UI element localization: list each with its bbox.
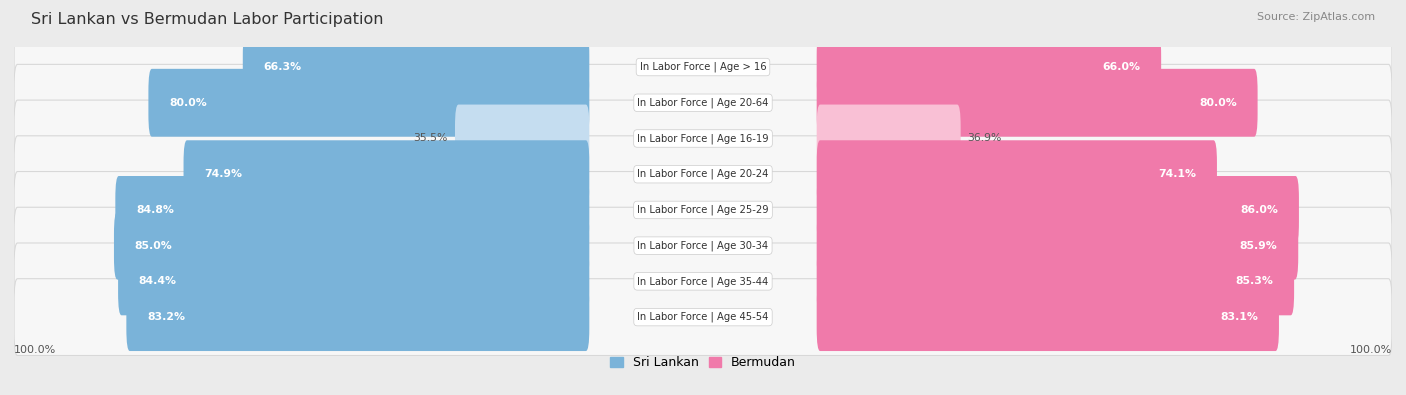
FancyBboxPatch shape [14, 100, 1392, 177]
FancyBboxPatch shape [817, 33, 1161, 101]
FancyBboxPatch shape [817, 212, 1298, 280]
FancyBboxPatch shape [817, 69, 1257, 137]
FancyBboxPatch shape [14, 207, 1392, 284]
Text: 85.0%: 85.0% [135, 241, 173, 251]
Text: Sri Lankan vs Bermudan Labor Participation: Sri Lankan vs Bermudan Labor Participati… [31, 12, 384, 27]
FancyBboxPatch shape [817, 283, 1279, 351]
Text: Source: ZipAtlas.com: Source: ZipAtlas.com [1257, 12, 1375, 22]
Text: 83.2%: 83.2% [148, 312, 186, 322]
FancyBboxPatch shape [14, 136, 1392, 213]
Text: In Labor Force | Age 45-54: In Labor Force | Age 45-54 [637, 312, 769, 322]
Text: In Labor Force | Age 20-64: In Labor Force | Age 20-64 [637, 98, 769, 108]
Text: 86.0%: 86.0% [1240, 205, 1278, 215]
FancyBboxPatch shape [817, 105, 960, 173]
Text: 66.0%: 66.0% [1102, 62, 1140, 72]
Text: 35.5%: 35.5% [413, 134, 449, 143]
FancyBboxPatch shape [817, 140, 1218, 208]
FancyBboxPatch shape [14, 29, 1392, 105]
Text: 83.1%: 83.1% [1220, 312, 1258, 322]
Text: 74.1%: 74.1% [1159, 169, 1197, 179]
FancyBboxPatch shape [14, 243, 1392, 320]
FancyBboxPatch shape [115, 176, 589, 244]
Text: 84.8%: 84.8% [136, 205, 174, 215]
Text: 80.0%: 80.0% [169, 98, 207, 108]
FancyBboxPatch shape [14, 171, 1392, 248]
FancyBboxPatch shape [817, 247, 1294, 315]
Text: In Labor Force | Age 25-29: In Labor Force | Age 25-29 [637, 205, 769, 215]
Text: 80.0%: 80.0% [1199, 98, 1237, 108]
FancyBboxPatch shape [14, 64, 1392, 141]
Text: 36.9%: 36.9% [967, 134, 1002, 143]
FancyBboxPatch shape [456, 105, 589, 173]
Text: In Labor Force | Age 35-44: In Labor Force | Age 35-44 [637, 276, 769, 287]
FancyBboxPatch shape [127, 283, 589, 351]
FancyBboxPatch shape [184, 140, 589, 208]
Legend: Sri Lankan, Bermudan: Sri Lankan, Bermudan [605, 351, 801, 374]
FancyBboxPatch shape [14, 279, 1392, 356]
Text: 84.4%: 84.4% [139, 276, 177, 286]
Text: 100.0%: 100.0% [14, 345, 56, 355]
Text: In Labor Force | Age 20-24: In Labor Force | Age 20-24 [637, 169, 769, 179]
FancyBboxPatch shape [114, 212, 589, 280]
Text: 66.3%: 66.3% [263, 62, 301, 72]
FancyBboxPatch shape [817, 176, 1299, 244]
Text: 74.9%: 74.9% [204, 169, 242, 179]
FancyBboxPatch shape [149, 69, 589, 137]
Text: 85.9%: 85.9% [1240, 241, 1278, 251]
Text: 100.0%: 100.0% [1350, 345, 1392, 355]
Text: 85.3%: 85.3% [1236, 276, 1274, 286]
Text: In Labor Force | Age > 16: In Labor Force | Age > 16 [640, 62, 766, 72]
FancyBboxPatch shape [243, 33, 589, 101]
FancyBboxPatch shape [118, 247, 589, 315]
Text: In Labor Force | Age 16-19: In Labor Force | Age 16-19 [637, 133, 769, 144]
Text: In Labor Force | Age 30-34: In Labor Force | Age 30-34 [637, 241, 769, 251]
